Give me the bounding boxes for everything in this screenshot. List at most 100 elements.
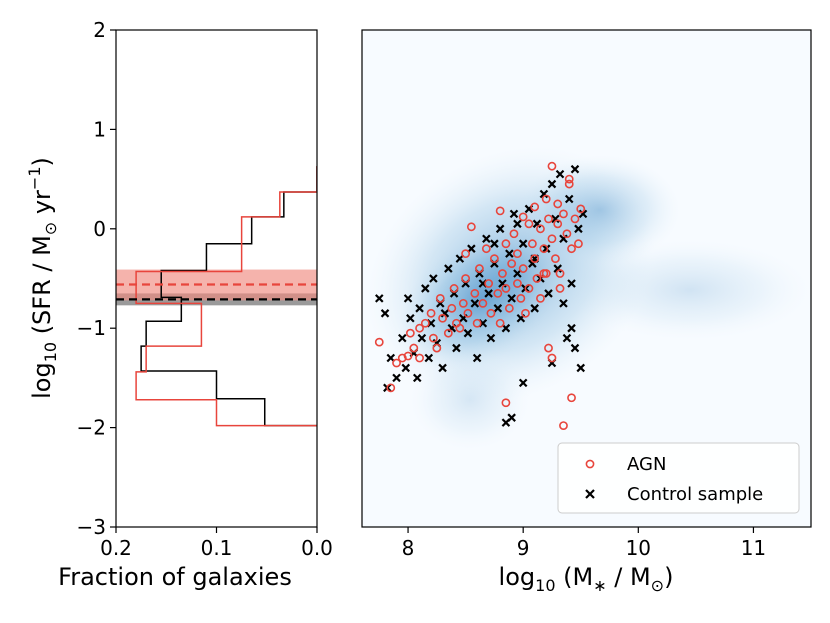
right-axes-frame — [361, 29, 812, 528]
control-point — [412, 373, 422, 383]
control-point — [452, 343, 461, 353]
agn-point — [461, 249, 471, 259]
agn-point — [564, 179, 574, 189]
control-point — [578, 209, 588, 219]
agn-point — [576, 204, 586, 214]
agn-point — [567, 244, 576, 254]
control-point — [541, 244, 551, 253]
agn-point — [475, 264, 484, 273]
control-point — [438, 363, 447, 373]
control-point — [567, 279, 576, 288]
legend-agn-label: AGN — [627, 454, 666, 475]
agn-point — [501, 284, 511, 293]
right-x-label: log10 (M∗ / M⊙) — [499, 563, 674, 595]
agn-point — [527, 239, 537, 249]
agn-point — [472, 318, 482, 328]
x-tick-label: 0.1 — [201, 536, 233, 560]
agn-point — [513, 249, 522, 259]
control-point — [532, 219, 542, 229]
control-point — [559, 299, 568, 308]
x-tick-label: 0.2 — [100, 536, 132, 560]
median-lines — [116, 283, 317, 301]
control-point — [444, 264, 453, 273]
agn-point — [532, 274, 542, 283]
agn-point — [564, 174, 574, 184]
agn-point — [518, 212, 528, 222]
control-point — [530, 304, 539, 313]
control-point — [486, 333, 496, 343]
right-panel: 8 9 10 11 log10 (M∗ / M⊙) AGN Control sampl… — [361, 29, 812, 595]
agn-point — [415, 323, 424, 333]
y-tick-label: 0 — [93, 217, 106, 241]
control-point — [553, 264, 562, 273]
right-x-ticks: 8 9 10 11 — [402, 527, 766, 560]
agn-point — [455, 323, 465, 333]
control-point — [424, 353, 434, 363]
control-point — [374, 294, 384, 303]
agn-point — [403, 351, 413, 361]
agn-point — [420, 318, 430, 328]
y-tick-label: 2 — [93, 18, 106, 42]
agn-point — [405, 328, 415, 338]
agn-point — [447, 303, 457, 313]
agn-point — [409, 343, 419, 353]
agn-point — [484, 279, 494, 288]
agn-point — [495, 318, 505, 328]
left-x-ticks: 0.2 0.1 0.0 — [100, 527, 333, 560]
agn-point — [530, 202, 540, 212]
left-x-label: Fraction of galaxies — [58, 563, 292, 591]
left-y-ticks: 2 1 0 −1 −2 −3 — [77, 18, 116, 539]
y-tick-label: −3 — [77, 515, 106, 539]
control-point — [562, 333, 572, 343]
agn-point — [449, 284, 459, 293]
control-point — [544, 289, 553, 298]
control-point — [574, 224, 583, 234]
control-point — [495, 224, 505, 234]
control-point — [482, 234, 491, 244]
agn-point — [501, 398, 511, 408]
agn-point — [486, 308, 496, 318]
control-point — [401, 363, 411, 373]
control-point — [570, 343, 580, 353]
control-point — [555, 169, 565, 179]
agn-point — [470, 289, 480, 298]
agn-point — [466, 222, 476, 232]
agn-points — [374, 161, 586, 431]
agn-point — [493, 289, 503, 298]
control-point — [498, 279, 507, 288]
agn-point — [426, 308, 436, 318]
agn-point — [438, 313, 447, 323]
x-tick-label: 0.0 — [301, 536, 333, 560]
agn-point — [539, 269, 549, 278]
agn-point — [574, 239, 583, 249]
x-tick-label: 8 — [402, 536, 415, 560]
agn-point — [555, 284, 565, 293]
agn-point — [516, 293, 526, 303]
legend-agn-marker — [585, 459, 595, 469]
control-point — [567, 323, 576, 333]
control-point — [380, 309, 390, 318]
agn-point — [541, 194, 551, 204]
control-point — [513, 219, 522, 229]
control-point — [490, 239, 499, 248]
control-point — [415, 304, 424, 313]
control-point — [551, 214, 560, 224]
histograms — [135, 166, 317, 427]
y-tick-label: −1 — [77, 316, 106, 340]
agn-point — [432, 343, 442, 353]
control-point — [472, 353, 482, 363]
agn-point — [509, 229, 519, 239]
control-point — [417, 333, 427, 343]
agn-point — [536, 224, 545, 234]
agn-point — [553, 199, 563, 209]
agn-point — [397, 353, 407, 363]
agn-point — [513, 279, 522, 288]
control-point — [398, 333, 407, 343]
control-point — [392, 373, 401, 383]
x-tick-label: 9 — [517, 536, 530, 560]
agn-point — [567, 393, 576, 403]
agn-point — [547, 353, 557, 363]
agn-point — [489, 254, 499, 264]
control-point — [429, 274, 438, 283]
control-point — [505, 249, 514, 258]
